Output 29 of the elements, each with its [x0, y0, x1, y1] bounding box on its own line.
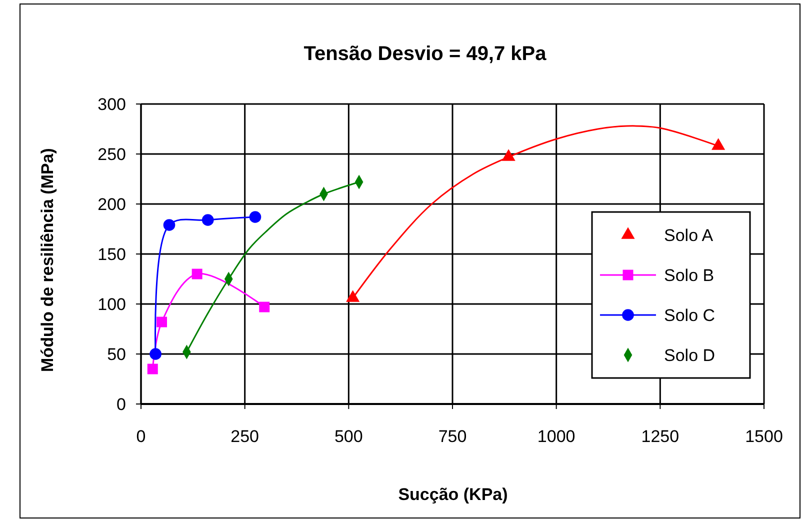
x-tick-label: 1500 [745, 427, 783, 446]
point [163, 219, 176, 231]
y-tick-label: 100 [98, 295, 126, 314]
x-tick-label: 1250 [641, 427, 680, 446]
legend-label: Solo B [664, 266, 714, 285]
x-tick-label: 500 [334, 427, 363, 446]
y-tick-label: 0 [116, 395, 126, 414]
y-tick-label: 50 [107, 345, 126, 364]
x-tick-label: 250 [230, 427, 260, 446]
point [156, 316, 168, 328]
point [150, 348, 162, 360]
y-tick-label: 150 [98, 245, 126, 264]
x-axis-title: Sucção (KPa) [398, 485, 508, 504]
point [192, 268, 202, 280]
chart-title: Tensão Desvio = 49,7 kPa [304, 43, 548, 65]
x-tick-label: 750 [438, 427, 467, 446]
y-tick-label: 200 [98, 195, 126, 214]
y-axis-title: Módulo de resiliência (MPa) [38, 148, 57, 372]
y-tick-label: 300 [98, 95, 126, 114]
point [147, 364, 158, 374]
legend-label: Solo D [664, 346, 716, 365]
point [202, 214, 214, 226]
point [249, 211, 262, 223]
y-tick-label: 250 [98, 145, 126, 164]
legend-label: Solo C [664, 306, 716, 325]
legend-label: Solo A [664, 226, 714, 245]
x-tick-label: 0 [136, 427, 146, 446]
point [259, 302, 270, 312]
x-tick-label: 1000 [537, 427, 576, 446]
